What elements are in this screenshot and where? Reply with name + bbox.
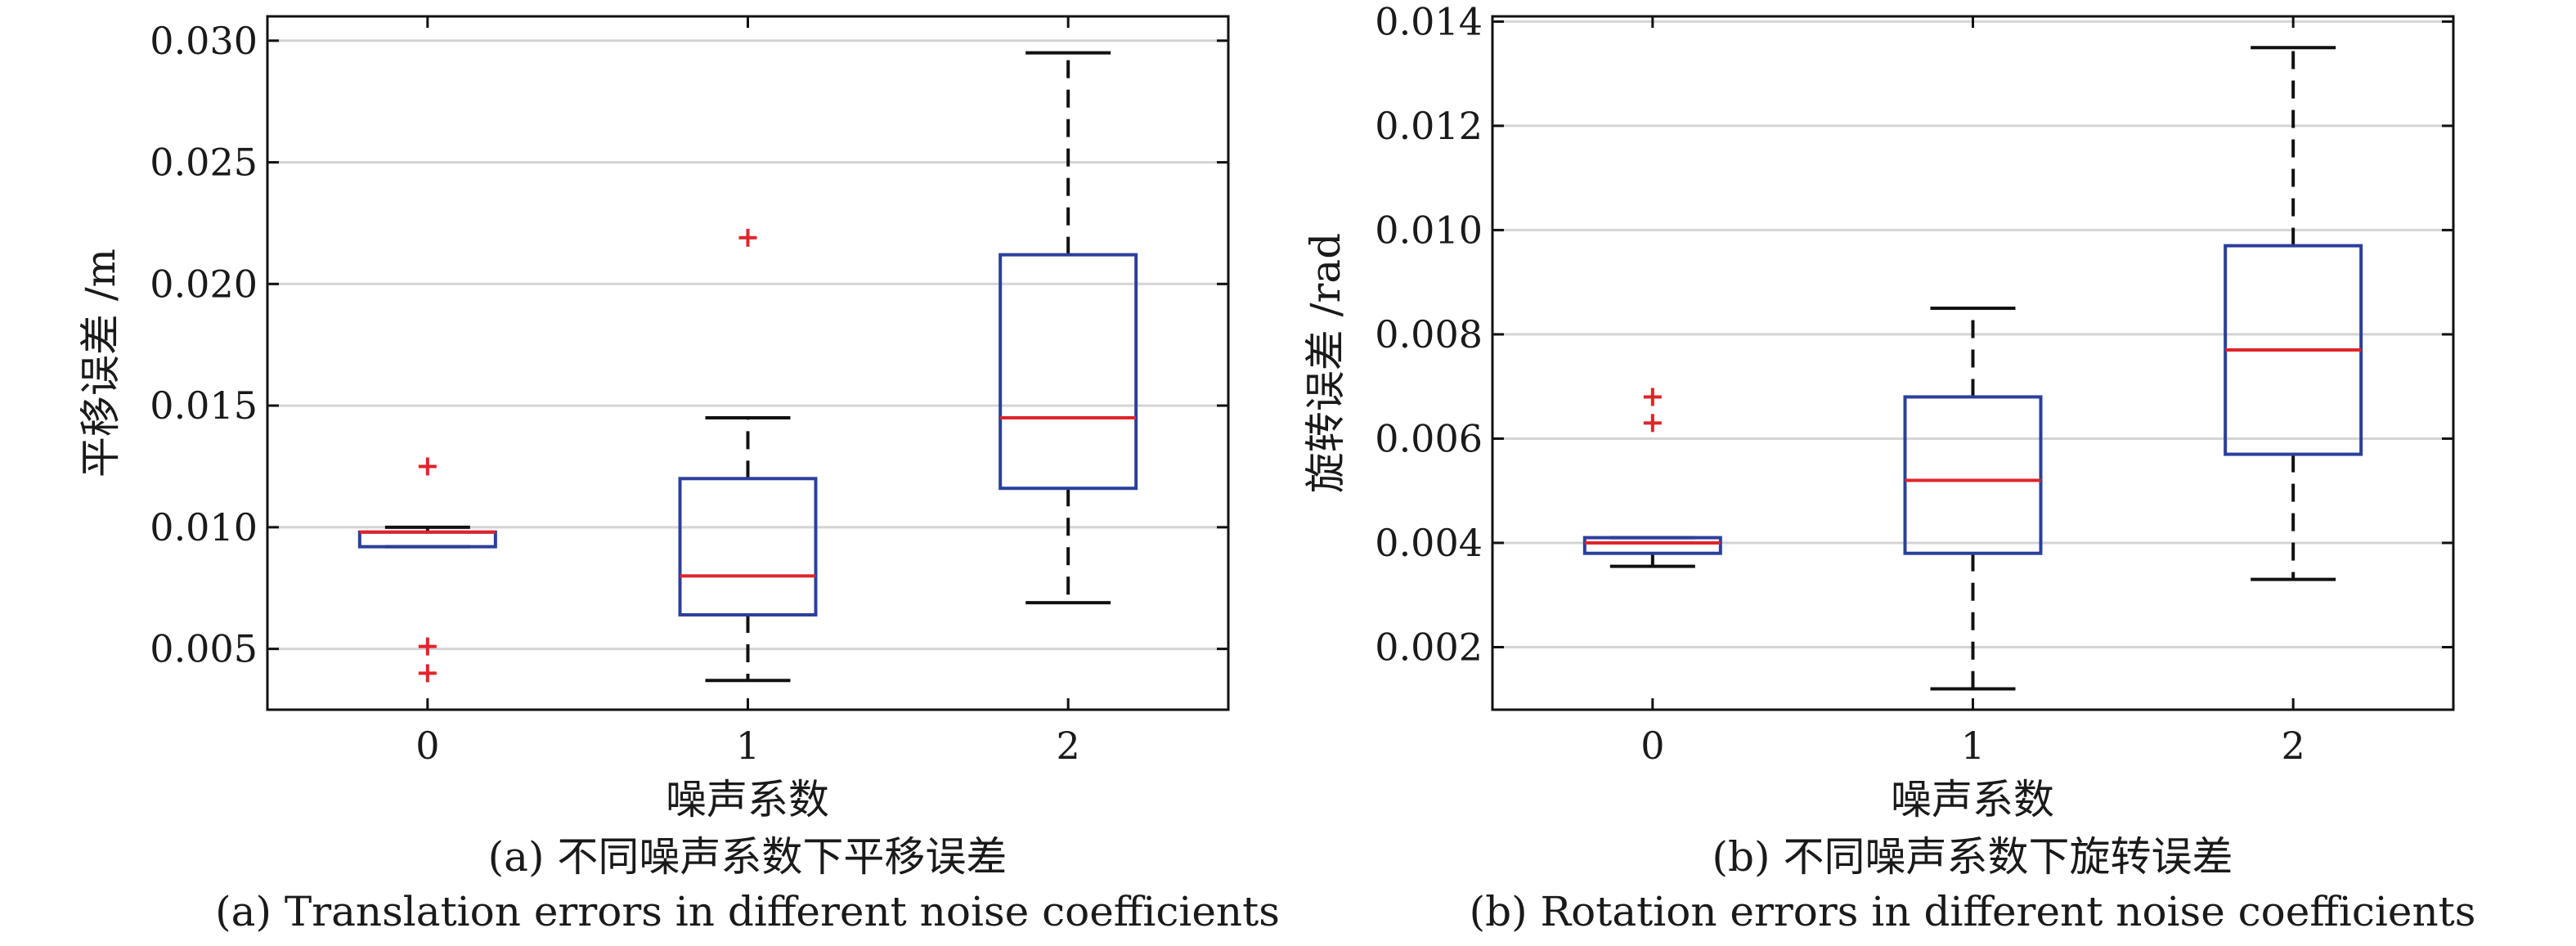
box-iqr (999, 253, 1138, 491)
y-tick-label: 0.025 (150, 141, 258, 185)
box-2 (999, 51, 1138, 605)
plot-area-frame (266, 15, 1230, 711)
y-tick-label: 0.010 (1375, 208, 1483, 252)
box-1 (1903, 307, 2043, 691)
box-iqr (1582, 536, 1722, 555)
outlier-marker (738, 228, 757, 247)
y-tick-label: 0.004 (1375, 521, 1483, 565)
y-tick-label: 0.005 (150, 627, 258, 671)
caption-en: (a) Translation errors in different nois… (215, 888, 1280, 935)
outlier-marker (1643, 388, 1662, 406)
y-ticks: 0.005 0.010 0.015 0.020 0.025 0.030 (150, 19, 1228, 671)
box-2 (2224, 46, 2363, 581)
y-tick-label: 0.015 (150, 383, 258, 428)
y-tick-label: 0.006 (1375, 416, 1483, 460)
y-axis-label: 旋转误差 /rad (1302, 233, 1349, 493)
panel-translation: 0.005 0.010 0.015 0.020 0.025 0.030 0 1 2 平移误差 … (77, 15, 1280, 935)
box-iqr (678, 477, 818, 616)
caption-cn: (a) 不同噪声系数下平移误差 (488, 833, 1008, 881)
x-tick-label: 2 (1057, 724, 1080, 768)
outlier-marker (418, 457, 437, 476)
x-ticks: 0 1 2 (1640, 16, 2305, 768)
x-axis-label: 噪声系数 (666, 776, 829, 823)
box-0 (1582, 388, 1722, 568)
caption-cn: (b) 不同噪声系数下旋转误差 (1712, 833, 2233, 881)
box-plots (1582, 46, 2363, 691)
box-0 (357, 457, 497, 683)
box-iqr (357, 530, 497, 549)
x-axis-label: 噪声系数 (1891, 776, 2054, 823)
box-1 (678, 228, 818, 683)
outlier-marker (418, 637, 437, 656)
y-tick-label: 0.020 (150, 262, 258, 306)
y-tick-label: 0.014 (1375, 0, 1483, 43)
y-axis-label: 平移误差 /m (77, 249, 124, 477)
y-tick-label: 0.012 (1375, 104, 1483, 148)
x-tick-label: 1 (736, 724, 760, 768)
x-tick-label: 0 (415, 724, 439, 768)
y-ticks: 0.002 0.004 0.006 0.008 0.010 0.012 0.014 (1375, 0, 2453, 669)
outlier-marker (1643, 414, 1662, 433)
x-tick-label: 2 (2282, 724, 2305, 768)
caption-en: (b) Rotation errors in different noise c… (1470, 888, 2476, 935)
y-tick-label: 0.030 (150, 19, 258, 63)
grid-lines (267, 39, 1228, 651)
y-tick-label: 0.002 (1375, 625, 1483, 669)
outlier-marker (418, 664, 437, 683)
x-tick-label: 1 (1961, 724, 1985, 768)
box-plots (357, 51, 1138, 683)
box-iqr (1903, 395, 2043, 555)
y-tick-label: 0.010 (150, 505, 258, 549)
x-ticks: 0 1 2 (415, 16, 1080, 768)
y-tick-label: 0.008 (1375, 312, 1483, 356)
x-tick-label: 0 (1640, 724, 1664, 768)
